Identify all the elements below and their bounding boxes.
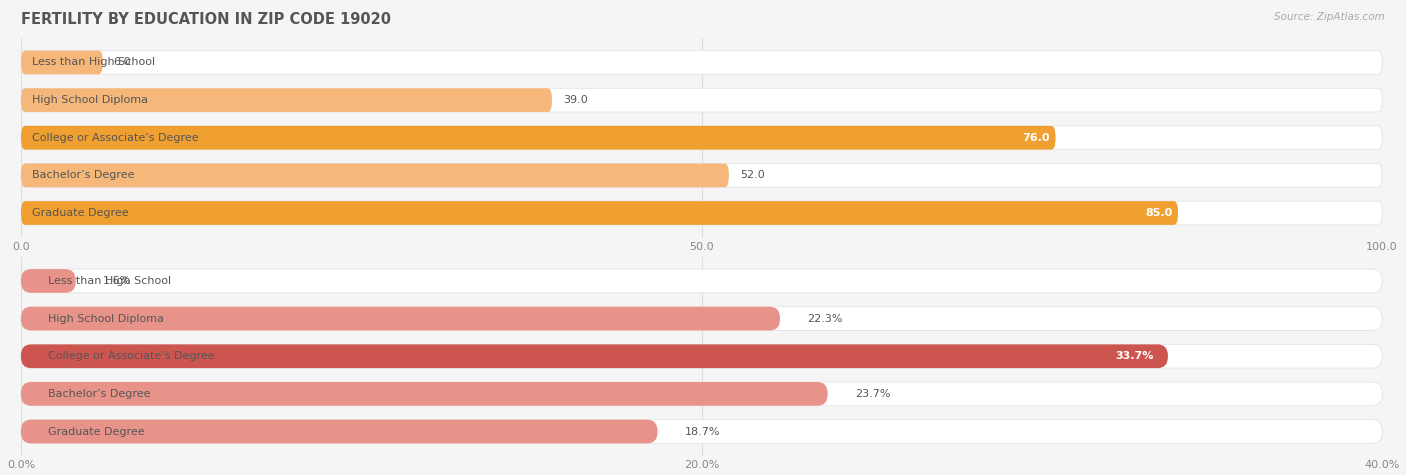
Text: 22.3%: 22.3% bbox=[807, 314, 842, 323]
Text: 52.0: 52.0 bbox=[740, 171, 765, 180]
Text: Less than High School: Less than High School bbox=[32, 57, 155, 67]
Text: High School Diploma: High School Diploma bbox=[48, 314, 165, 323]
FancyBboxPatch shape bbox=[21, 269, 1382, 293]
Text: 6.0: 6.0 bbox=[114, 57, 131, 67]
Text: 1.6%: 1.6% bbox=[103, 276, 131, 286]
Text: Bachelor’s Degree: Bachelor’s Degree bbox=[48, 389, 150, 399]
FancyBboxPatch shape bbox=[21, 163, 1382, 187]
Text: FERTILITY BY EDUCATION IN ZIP CODE 19020: FERTILITY BY EDUCATION IN ZIP CODE 19020 bbox=[21, 12, 391, 27]
FancyBboxPatch shape bbox=[21, 201, 1178, 225]
FancyBboxPatch shape bbox=[21, 420, 1382, 443]
Text: 85.0: 85.0 bbox=[1146, 208, 1173, 218]
FancyBboxPatch shape bbox=[21, 51, 103, 74]
Text: Graduate Degree: Graduate Degree bbox=[48, 427, 145, 437]
Text: Source: ZipAtlas.com: Source: ZipAtlas.com bbox=[1274, 12, 1385, 22]
FancyBboxPatch shape bbox=[21, 126, 1382, 150]
FancyBboxPatch shape bbox=[21, 269, 76, 293]
FancyBboxPatch shape bbox=[21, 307, 1382, 331]
Text: 76.0: 76.0 bbox=[1022, 133, 1050, 143]
FancyBboxPatch shape bbox=[21, 344, 1168, 368]
FancyBboxPatch shape bbox=[21, 344, 1382, 368]
FancyBboxPatch shape bbox=[21, 163, 728, 187]
FancyBboxPatch shape bbox=[21, 420, 658, 443]
FancyBboxPatch shape bbox=[21, 88, 1382, 112]
Text: 23.7%: 23.7% bbox=[855, 389, 890, 399]
Text: College or Associate’s Degree: College or Associate’s Degree bbox=[48, 351, 215, 361]
Text: College or Associate’s Degree: College or Associate’s Degree bbox=[32, 133, 198, 143]
FancyBboxPatch shape bbox=[21, 307, 780, 331]
FancyBboxPatch shape bbox=[21, 126, 1056, 150]
Text: Less than High School: Less than High School bbox=[48, 276, 172, 286]
Text: High School Diploma: High School Diploma bbox=[32, 95, 148, 105]
FancyBboxPatch shape bbox=[21, 201, 1382, 225]
Text: Bachelor’s Degree: Bachelor’s Degree bbox=[32, 171, 135, 180]
FancyBboxPatch shape bbox=[21, 382, 828, 406]
Text: 18.7%: 18.7% bbox=[685, 427, 720, 437]
FancyBboxPatch shape bbox=[21, 51, 1382, 74]
Text: Graduate Degree: Graduate Degree bbox=[32, 208, 128, 218]
FancyBboxPatch shape bbox=[21, 88, 553, 112]
FancyBboxPatch shape bbox=[21, 382, 1382, 406]
Text: 33.7%: 33.7% bbox=[1116, 351, 1154, 361]
Text: 39.0: 39.0 bbox=[562, 95, 588, 105]
